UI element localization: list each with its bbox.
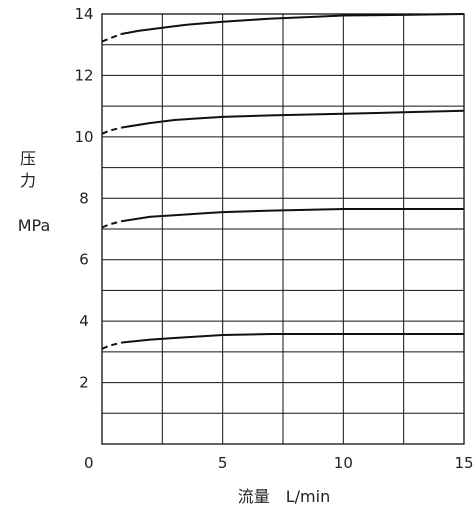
series-3-dashed-segment <box>101 220 122 229</box>
y-tick-label: 14 <box>74 5 93 23</box>
x-tick-label: 0 <box>84 454 94 472</box>
y-tick-labels: 2 4 6 8 10 12 14 <box>74 5 93 392</box>
x-tick-labels: 0 5 10 15 <box>84 454 474 472</box>
y-tick-label: 8 <box>79 189 89 207</box>
series-3-line <box>121 208 464 223</box>
y-tick-label: 4 <box>79 312 89 330</box>
series-1-line <box>121 13 465 35</box>
y-tick-label: 2 <box>79 374 89 392</box>
y-axis-label-line2: 力 <box>20 171 36 190</box>
series-1-dashed-segment <box>101 33 122 43</box>
x-axis-label: 流量 L/min <box>238 487 330 506</box>
series-group <box>101 13 465 350</box>
plot-border <box>101 13 465 445</box>
x-tick-label: 10 <box>334 454 353 472</box>
grid <box>102 14 464 444</box>
y-tick-label: 12 <box>74 66 93 84</box>
series-2-dashed-segment <box>101 126 122 135</box>
y-tick-label: 10 <box>74 128 93 146</box>
series-4-dashed-segment <box>101 341 122 350</box>
x-tick-label: 15 <box>454 454 473 472</box>
series-4-line <box>121 333 464 344</box>
series-2-line <box>121 109 465 129</box>
x-tick-label: 5 <box>218 454 228 472</box>
y-axis-unit: MPa <box>18 216 51 235</box>
y-tick-label: 6 <box>79 251 89 269</box>
plot-frame <box>101 13 465 445</box>
y-axis-label-line1: 压 <box>20 149 36 168</box>
